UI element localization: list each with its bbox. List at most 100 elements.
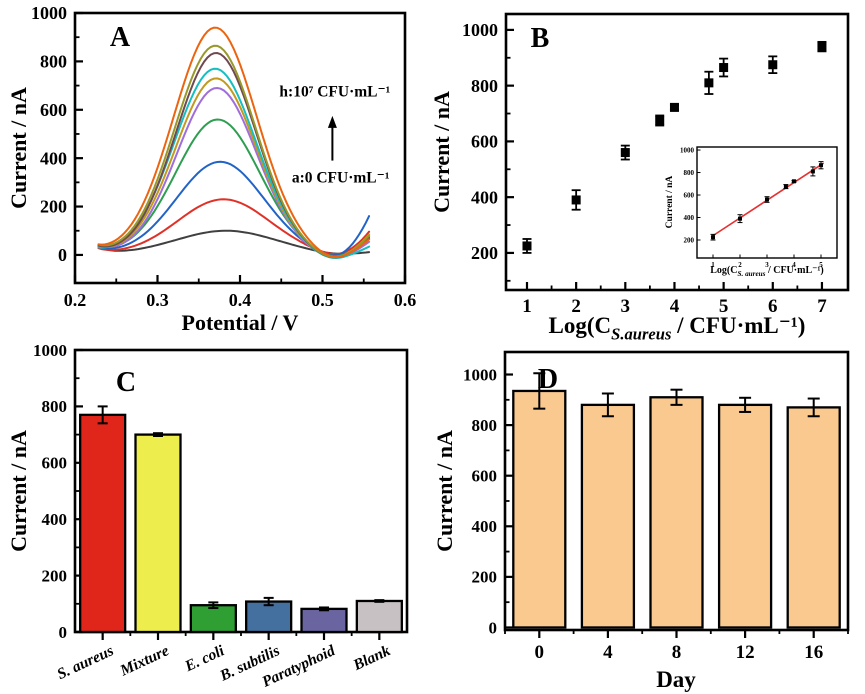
- x-axis-title: Log(CS.aureus / CFU·mL⁻¹): [549, 313, 806, 343]
- data-point: [571, 195, 581, 205]
- y-tick-label: 1000: [31, 3, 67, 23]
- y-tick-label: 800: [472, 416, 498, 435]
- bar-blank: [355, 599, 403, 634]
- inset-data-point: [791, 179, 796, 184]
- inset-y-tick-label: 400: [684, 214, 695, 222]
- y-tick-label: 400: [42, 510, 68, 529]
- bar-12: [717, 403, 773, 629]
- x-tick-label: 0.4: [229, 290, 252, 310]
- x-tick-label: 1: [522, 296, 532, 317]
- panel-letter: D: [538, 364, 558, 395]
- inset-data-point: [818, 163, 823, 168]
- bar-4: [580, 403, 636, 629]
- x-tick-label: 5: [719, 296, 729, 317]
- inset-y-tick-label: 200: [684, 236, 695, 244]
- inset-y-axis-title: Current / nA: [665, 176, 675, 229]
- y-tick-label: 200: [42, 566, 68, 585]
- x-category-label: 16: [804, 642, 823, 663]
- bar-s-aureus: [79, 413, 127, 634]
- y-axis-title: Current / nA: [432, 430, 457, 552]
- inset-data-point: [765, 197, 769, 202]
- x-category-label: 8: [672, 642, 682, 663]
- x-tick-label: 7: [817, 296, 827, 317]
- x-tick-label: 0.5: [311, 290, 334, 310]
- bar-mixture: [134, 433, 182, 634]
- bar-paratyphoid: [300, 607, 348, 634]
- panel-d-stability-bar-chart: 0 200 400 600 800 1000 0 4 8 12 16 Day Current / nA D: [432, 350, 850, 692]
- y-tick-label: 200: [472, 568, 498, 587]
- data-point: [817, 42, 827, 52]
- x-category-label: Mixture: [117, 642, 172, 680]
- annotation-text: a:0 CFU·mL⁻¹: [292, 169, 390, 186]
- y-axis-title: Current / nA: [6, 87, 31, 209]
- y-tick-label: 800: [471, 76, 498, 96]
- y-tick-label: 200: [40, 197, 67, 217]
- x-category-label: S. aureus: [55, 642, 117, 683]
- x-tick-label: 0.2: [64, 290, 87, 310]
- y-tick-label: 800: [42, 397, 68, 416]
- x-tick-label: 0.6: [394, 290, 417, 310]
- inset-y-tick-label: 600: [684, 191, 695, 199]
- y-tick-label: 600: [40, 100, 67, 120]
- bar-8: [649, 396, 704, 629]
- inset-x-tick-label: 2: [738, 261, 742, 269]
- inset-x-tick-label: 3: [765, 261, 769, 269]
- inset-data-point: [783, 184, 788, 189]
- y-tick-label: 1000: [463, 365, 497, 384]
- y-tick-label: 0: [58, 245, 67, 265]
- y-tick-label: 0: [59, 623, 68, 642]
- y-tick-label: 600: [472, 466, 498, 485]
- x-tick-label: 6: [768, 296, 778, 317]
- y-tick-label: 400: [472, 517, 498, 536]
- panel-letter: C: [116, 367, 136, 398]
- x-tick-label: 0.3: [146, 290, 169, 310]
- y-tick-label: 1000: [462, 20, 498, 40]
- inset-data-point: [810, 169, 815, 174]
- y-tick-label: 400: [40, 148, 67, 168]
- curve-d: [97, 118, 371, 258]
- data-point: [655, 115, 665, 125]
- inset-data-point: [738, 216, 743, 221]
- x-axis-title: Potential / V: [182, 310, 299, 335]
- y-tick-label: 400: [471, 187, 498, 207]
- data-point: [669, 102, 679, 112]
- panel-letter: B: [531, 23, 550, 54]
- y-tick-label: 600: [471, 132, 498, 152]
- curve-h-top: [97, 26, 371, 258]
- axis-frame: [504, 12, 850, 292]
- bar-e-coli: [189, 604, 237, 634]
- panel-letter: A: [110, 22, 131, 53]
- panel-b-calibration-scatter-chart: 200 400 600 800 1000 1 2 3 4 5 6 7 Log(CS.aureus / C…: [429, 12, 850, 343]
- y-tick-label: 0: [489, 618, 498, 637]
- x-axis-title: Day: [656, 667, 696, 692]
- annotation-arrow-head: [327, 115, 337, 128]
- inset-y-tick-label: 1000: [680, 146, 695, 154]
- x-tick-label: 2: [571, 296, 581, 317]
- inset-y-tick-label: 800: [684, 169, 695, 177]
- data-point: [704, 78, 714, 88]
- bar-16: [786, 406, 841, 629]
- data-point: [522, 241, 532, 251]
- x-category-label: Blank: [350, 642, 393, 674]
- y-tick-label: 200: [471, 243, 498, 263]
- x-tick-label: 3: [621, 296, 631, 317]
- y-tick-label: 1000: [33, 341, 67, 360]
- data-point: [719, 63, 729, 73]
- y-tick-label: 600: [42, 454, 68, 473]
- bar-0: [512, 389, 567, 629]
- y-axis-title: Current / nA: [6, 430, 31, 552]
- inset-x-tick-label: 4: [792, 261, 796, 269]
- curve-h2: [97, 44, 371, 259]
- inset-x-axis-title: Log(CS. aureus / CFU·mL⁻¹): [710, 265, 823, 278]
- inset-x-tick-label: 1: [711, 261, 715, 269]
- data-point: [768, 60, 778, 70]
- x-category-label: 4: [603, 642, 613, 663]
- inset-data-point: [711, 235, 716, 240]
- x-category-label: 12: [736, 642, 755, 663]
- y-tick-label: 800: [40, 52, 67, 72]
- data-point: [620, 148, 630, 158]
- inset-x-tick-label: 5: [819, 261, 823, 269]
- x-tick-label: 4: [670, 296, 680, 317]
